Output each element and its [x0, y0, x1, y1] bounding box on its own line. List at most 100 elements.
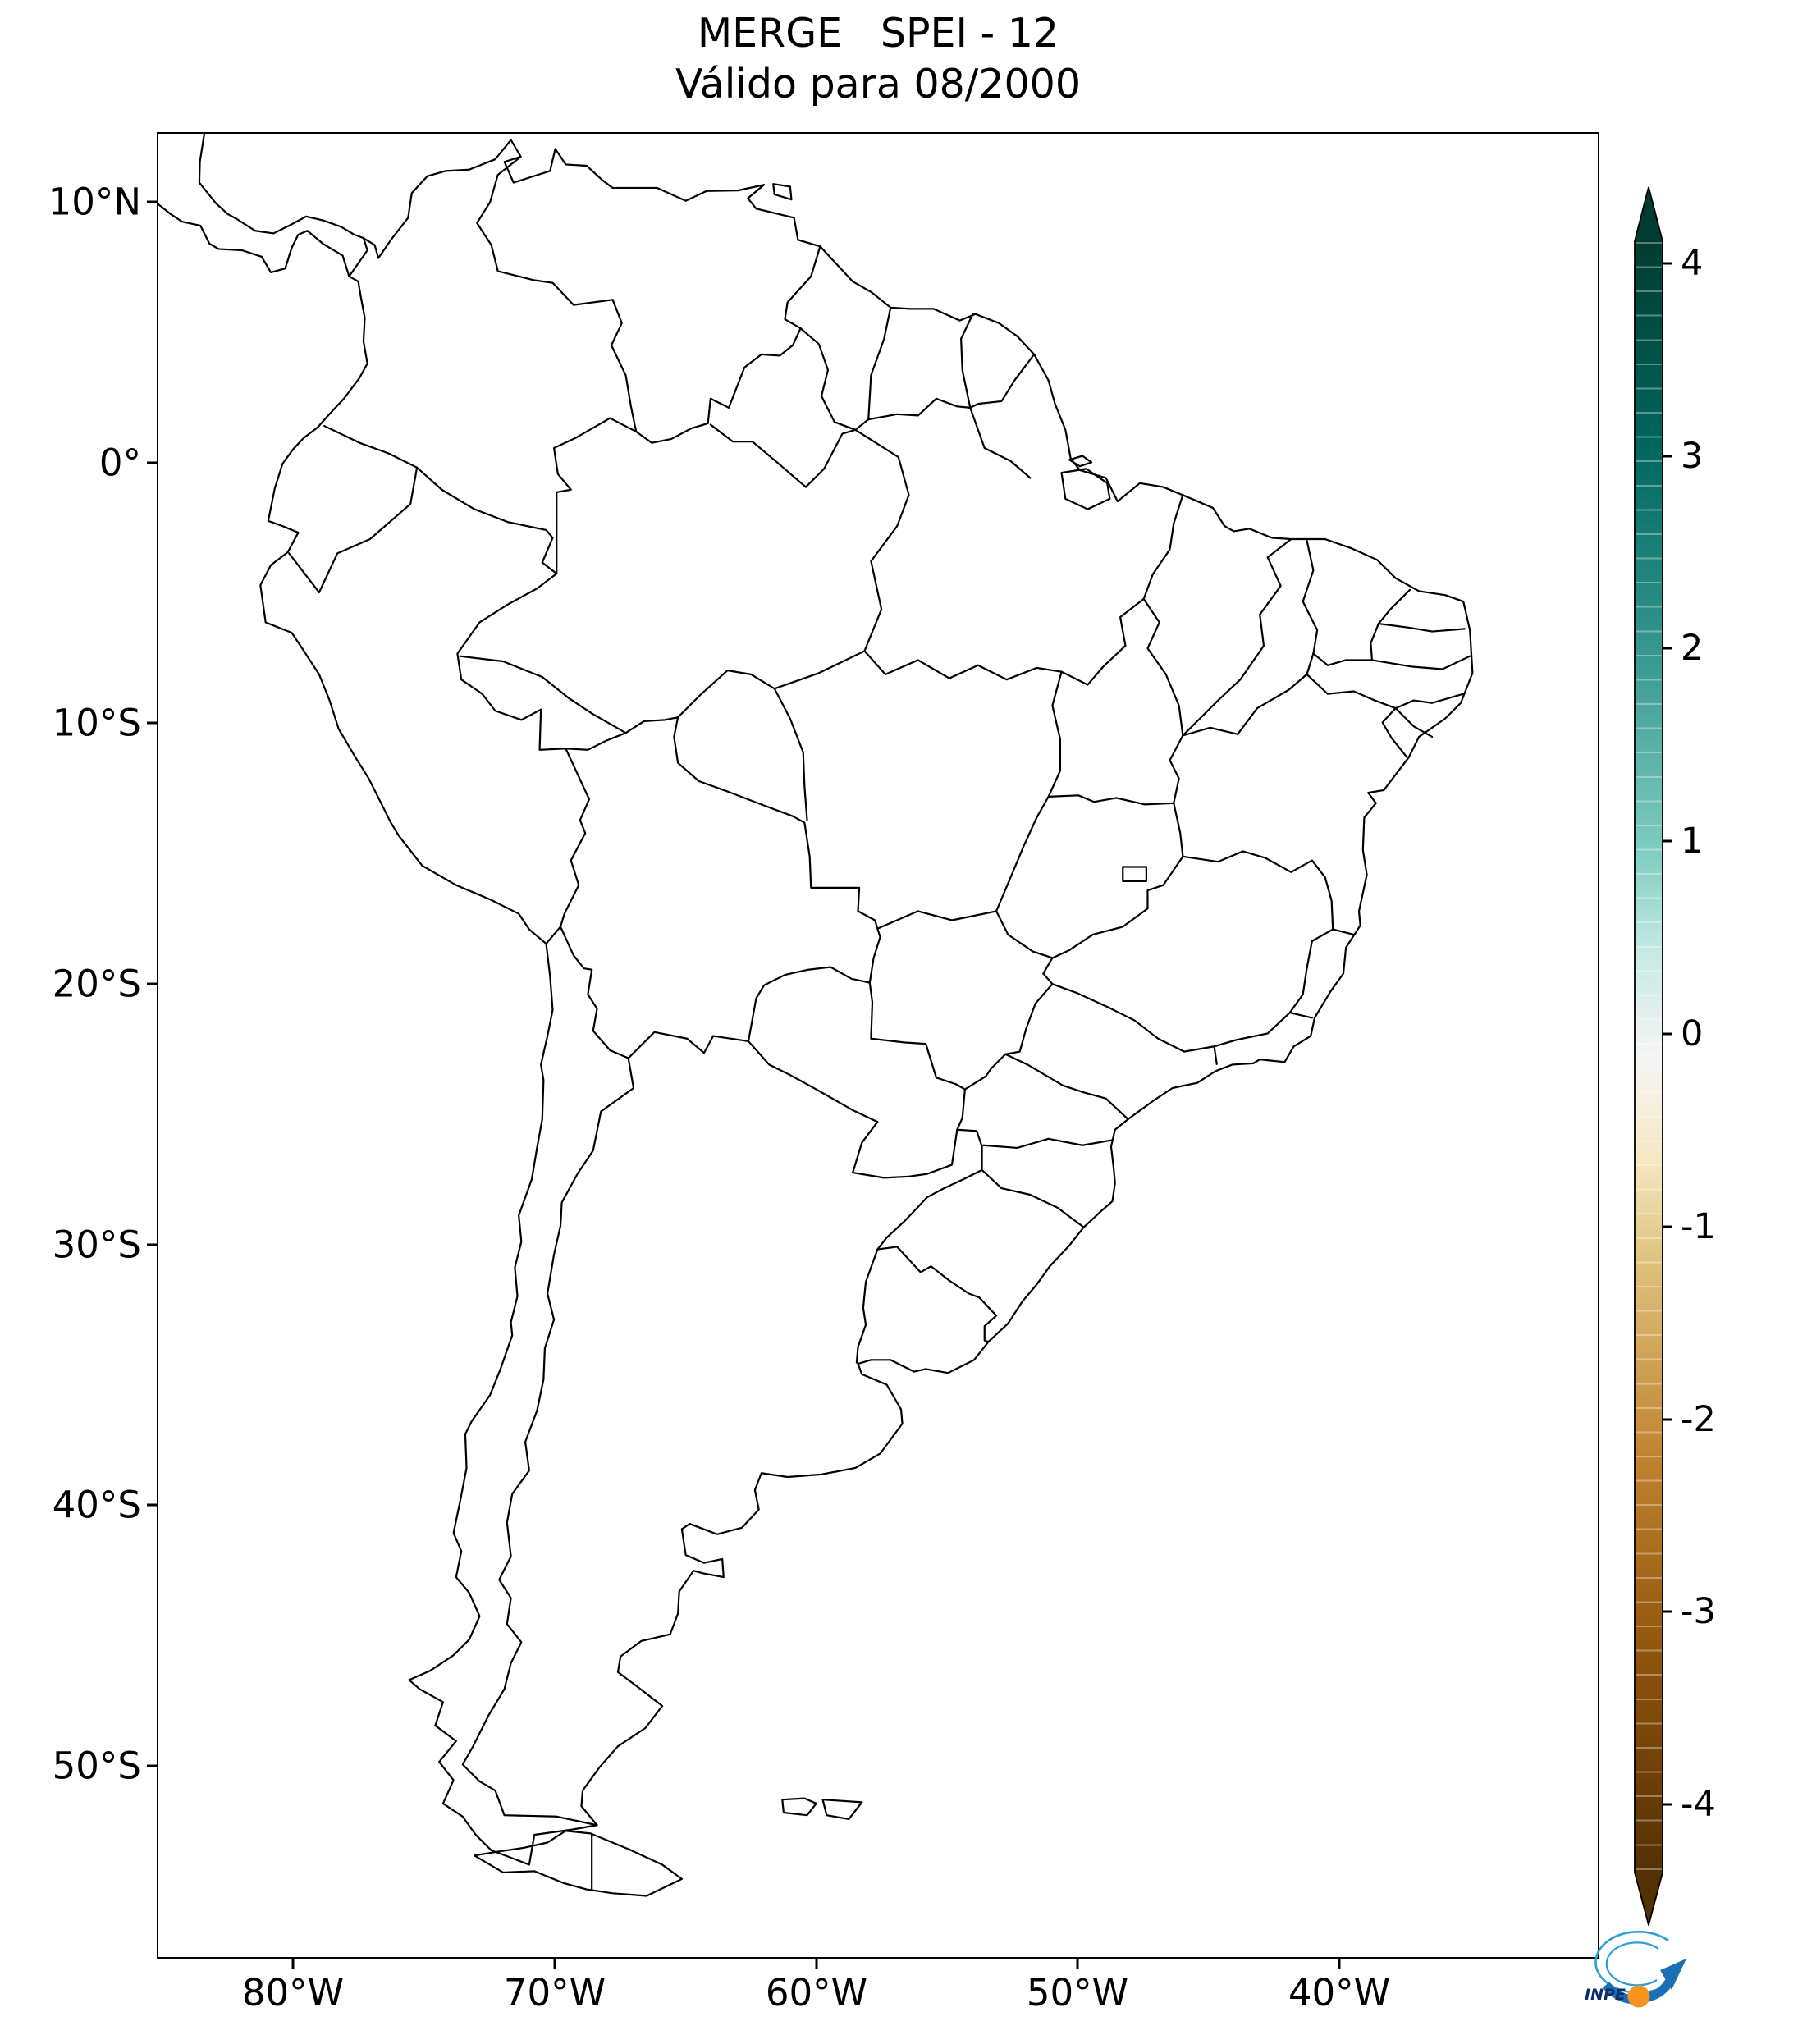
state-border-df — [1123, 867, 1146, 880]
state-border — [996, 672, 1061, 912]
country-border — [477, 157, 636, 432]
falkland-islands-west — [782, 1799, 816, 1816]
inpe-arrow-head — [1660, 1959, 1686, 1990]
country-border — [457, 574, 565, 750]
colorbar-gradient — [1634, 186, 1663, 1928]
xtick-mark — [1076, 1959, 1079, 1969]
xtick-mark — [553, 1959, 556, 1969]
country-border — [801, 328, 869, 430]
state-border — [855, 430, 908, 652]
ytick-40s: 40°S — [52, 1483, 141, 1527]
country-border — [554, 418, 636, 574]
colorbar-label-2: 2 — [1681, 628, 1704, 669]
state-border — [1383, 708, 1407, 757]
state-border — [1396, 694, 1464, 708]
country-border — [785, 246, 820, 328]
country-border — [636, 328, 800, 443]
country-border — [349, 238, 367, 277]
state-border — [1043, 958, 1052, 984]
state-border — [1379, 624, 1465, 632]
state-border — [775, 651, 865, 688]
state-border — [1306, 674, 1395, 708]
ytick-0: 0° — [98, 441, 141, 485]
colorbar-tick — [1663, 1225, 1672, 1228]
state-border — [1372, 656, 1470, 670]
state-border — [1183, 539, 1291, 735]
country-border — [857, 1250, 877, 1363]
state-border — [996, 911, 1052, 958]
colorbar-tick — [1663, 1032, 1672, 1036]
colorbar-label-m2: -2 — [1681, 1399, 1716, 1440]
country-border — [748, 967, 870, 1041]
state-border — [1379, 590, 1410, 624]
map-frame: INPE — [157, 132, 1686, 2008]
colorbar-label-1: 1 — [1681, 821, 1704, 862]
trinidad-island — [773, 184, 791, 199]
ytick-mark — [147, 1764, 157, 1767]
state-border — [1290, 1013, 1312, 1017]
ytick-mark — [147, 982, 157, 985]
xtick-50w: 50°W — [1026, 1971, 1129, 2014]
country-border — [560, 926, 629, 1058]
state-border — [1183, 674, 1306, 736]
country-border — [970, 354, 1034, 408]
state-border — [1062, 599, 1144, 685]
colorbar-tick — [1663, 455, 1672, 458]
state-border — [864, 651, 1061, 679]
colorbar-label-m3: -3 — [1681, 1591, 1716, 1632]
amazon-mouth-islet — [1069, 456, 1091, 467]
falkland-islands-east — [823, 1799, 862, 1819]
colorbar-label-m1: -1 — [1681, 1206, 1716, 1247]
state-border — [1052, 984, 1214, 1051]
state-border — [460, 656, 626, 734]
colorbar-label-4: 4 — [1681, 243, 1704, 284]
inpe-orange-sphere — [1627, 1985, 1650, 2008]
state-border — [1005, 984, 1052, 1054]
state-border — [775, 688, 807, 820]
coastlines — [158, 134, 1472, 1895]
brazil-state-borders — [460, 408, 1471, 1228]
country-border — [289, 468, 417, 592]
figure-title: MERGE SPEI - 12 — [697, 10, 1059, 57]
state-border — [982, 1170, 1084, 1228]
ytick-mark — [147, 721, 157, 725]
state-border — [1370, 624, 1379, 660]
south-america-map — [158, 134, 1598, 1957]
state-border — [965, 1054, 1005, 1090]
colorbar-tick — [1663, 839, 1672, 843]
state-border — [879, 911, 996, 928]
xtick-mark — [815, 1959, 818, 1969]
state-border — [678, 670, 775, 717]
state-border — [1215, 1046, 1217, 1064]
ytick-30s: 30°S — [52, 1223, 141, 1267]
inpe-orbit-inner — [1605, 1941, 1659, 1987]
country-border — [417, 468, 556, 574]
state-border — [970, 408, 1030, 478]
country-border — [961, 314, 972, 408]
ytick-50s: 50°S — [52, 1744, 141, 1788]
state-border — [1144, 599, 1183, 735]
xtick-mark — [291, 1959, 295, 1969]
state-border — [1306, 653, 1313, 674]
state-border — [1303, 541, 1317, 654]
xtick-80w: 80°W — [241, 1971, 345, 2014]
country-border — [547, 926, 560, 944]
state-border — [1396, 708, 1433, 737]
colorbar-label-3: 3 — [1681, 436, 1704, 477]
country-border — [748, 1041, 957, 1177]
marajo-island — [1062, 469, 1110, 509]
colorbar-tick — [1663, 1803, 1672, 1806]
country-border — [870, 983, 965, 1130]
country-border — [868, 308, 890, 419]
state-border — [1290, 930, 1333, 1013]
country-border — [877, 1246, 996, 1342]
continent-coastline — [158, 134, 1472, 1864]
figure-subtitle: Válido para 08/2000 — [675, 61, 1082, 107]
colorbar-label-m4: -4 — [1681, 1784, 1716, 1825]
state-border — [1052, 857, 1183, 958]
country-border — [565, 717, 880, 982]
xtick-mark — [1338, 1959, 1341, 1969]
state-border — [711, 424, 855, 487]
state-border — [1144, 495, 1183, 599]
